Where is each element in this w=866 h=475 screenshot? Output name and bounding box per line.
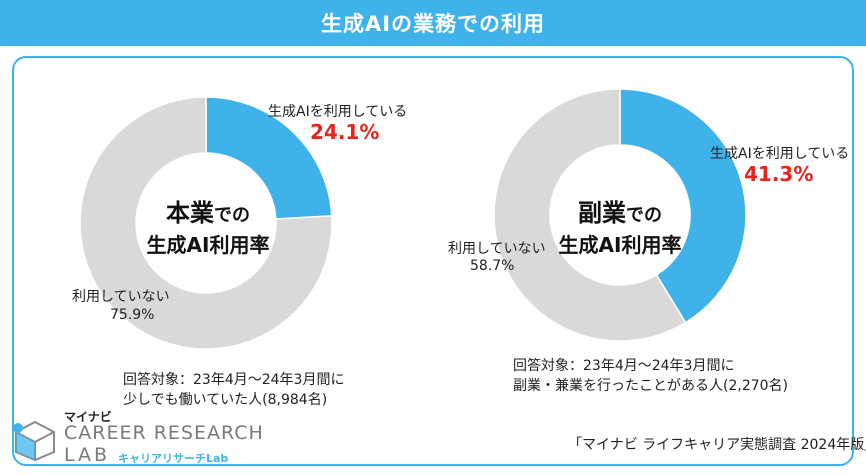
note-line-2b: 副業・兼業を行ったことがある人(2,270名): [513, 378, 789, 394]
legend-not-using-label-1: 利用していない: [72, 289, 170, 305]
legend-not-using-label-2: 利用していない: [448, 241, 546, 257]
note-line-1a: 回答対象：23年4月～24年3月間に: [123, 372, 345, 388]
donut-center-label-2: 副業での 生成AI利用率: [550, 198, 690, 259]
career-research-lab-logo: マイナビ CAREER RESEARCH LAB キャリアリサーチLab: [10, 406, 263, 468]
logo-sub-text: キャリアリサーチLab: [118, 452, 229, 465]
donut-chart-side-job: [493, 88, 747, 342]
donut-slice-using: [619, 88, 747, 324]
logo-brand-text: マイナビ: [64, 410, 112, 424]
donut-slice-not-using: [493, 88, 687, 342]
page-title: 生成AIの業務での利用: [320, 12, 546, 36]
donut-chart-main-job: [79, 96, 333, 350]
value-label-using-1: 24.1%: [310, 120, 380, 144]
center-title-small-2: での: [626, 205, 662, 226]
donut-slice-not-using: [79, 96, 333, 350]
logo-lab-text: LAB: [64, 444, 111, 466]
note-line-1b: 少しでも働いていた人(8,984名): [123, 392, 328, 408]
center-title-big-2: 副業: [578, 199, 626, 227]
center-title-line2-2: 生成AI利用率: [558, 233, 682, 257]
value-label-using-2: 41.3%: [744, 162, 814, 186]
source-citation: 「マイナビ ライフキャリア実態調査 2024年版」: [568, 437, 866, 453]
donut-center-label-1: 本業での 生成AI利用率: [138, 198, 278, 259]
value-label-not-using-2: 58.7%: [470, 258, 515, 274]
center-title-line2-1: 生成AI利用率: [146, 233, 270, 257]
legend-using-label-2: 生成AIを利用している: [710, 146, 850, 162]
center-title-small-1: での: [214, 205, 250, 226]
note-line-2a: 回答対象：23年4月～24年3月間に: [513, 358, 735, 374]
value-label-not-using-1: 75.9%: [110, 307, 155, 323]
logo-main-text: CAREER RESEARCH: [64, 422, 264, 444]
center-title-big-1: 本業: [166, 199, 214, 227]
logo-cube-icon: [13, 420, 55, 462]
header-bar: 生成AIの業務での利用: [0, 0, 866, 46]
respondent-note-1: 回答対象：23年4月～24年3月間に 少しでも働いていた人(8,984名): [123, 370, 344, 410]
donut-slice-using: [205, 96, 333, 220]
respondent-note-2: 回答対象：23年4月～24年3月間に 副業・兼業を行ったことがある人(2,270…: [513, 356, 788, 396]
legend-using-label-1: 生成AIを利用している: [268, 104, 408, 120]
